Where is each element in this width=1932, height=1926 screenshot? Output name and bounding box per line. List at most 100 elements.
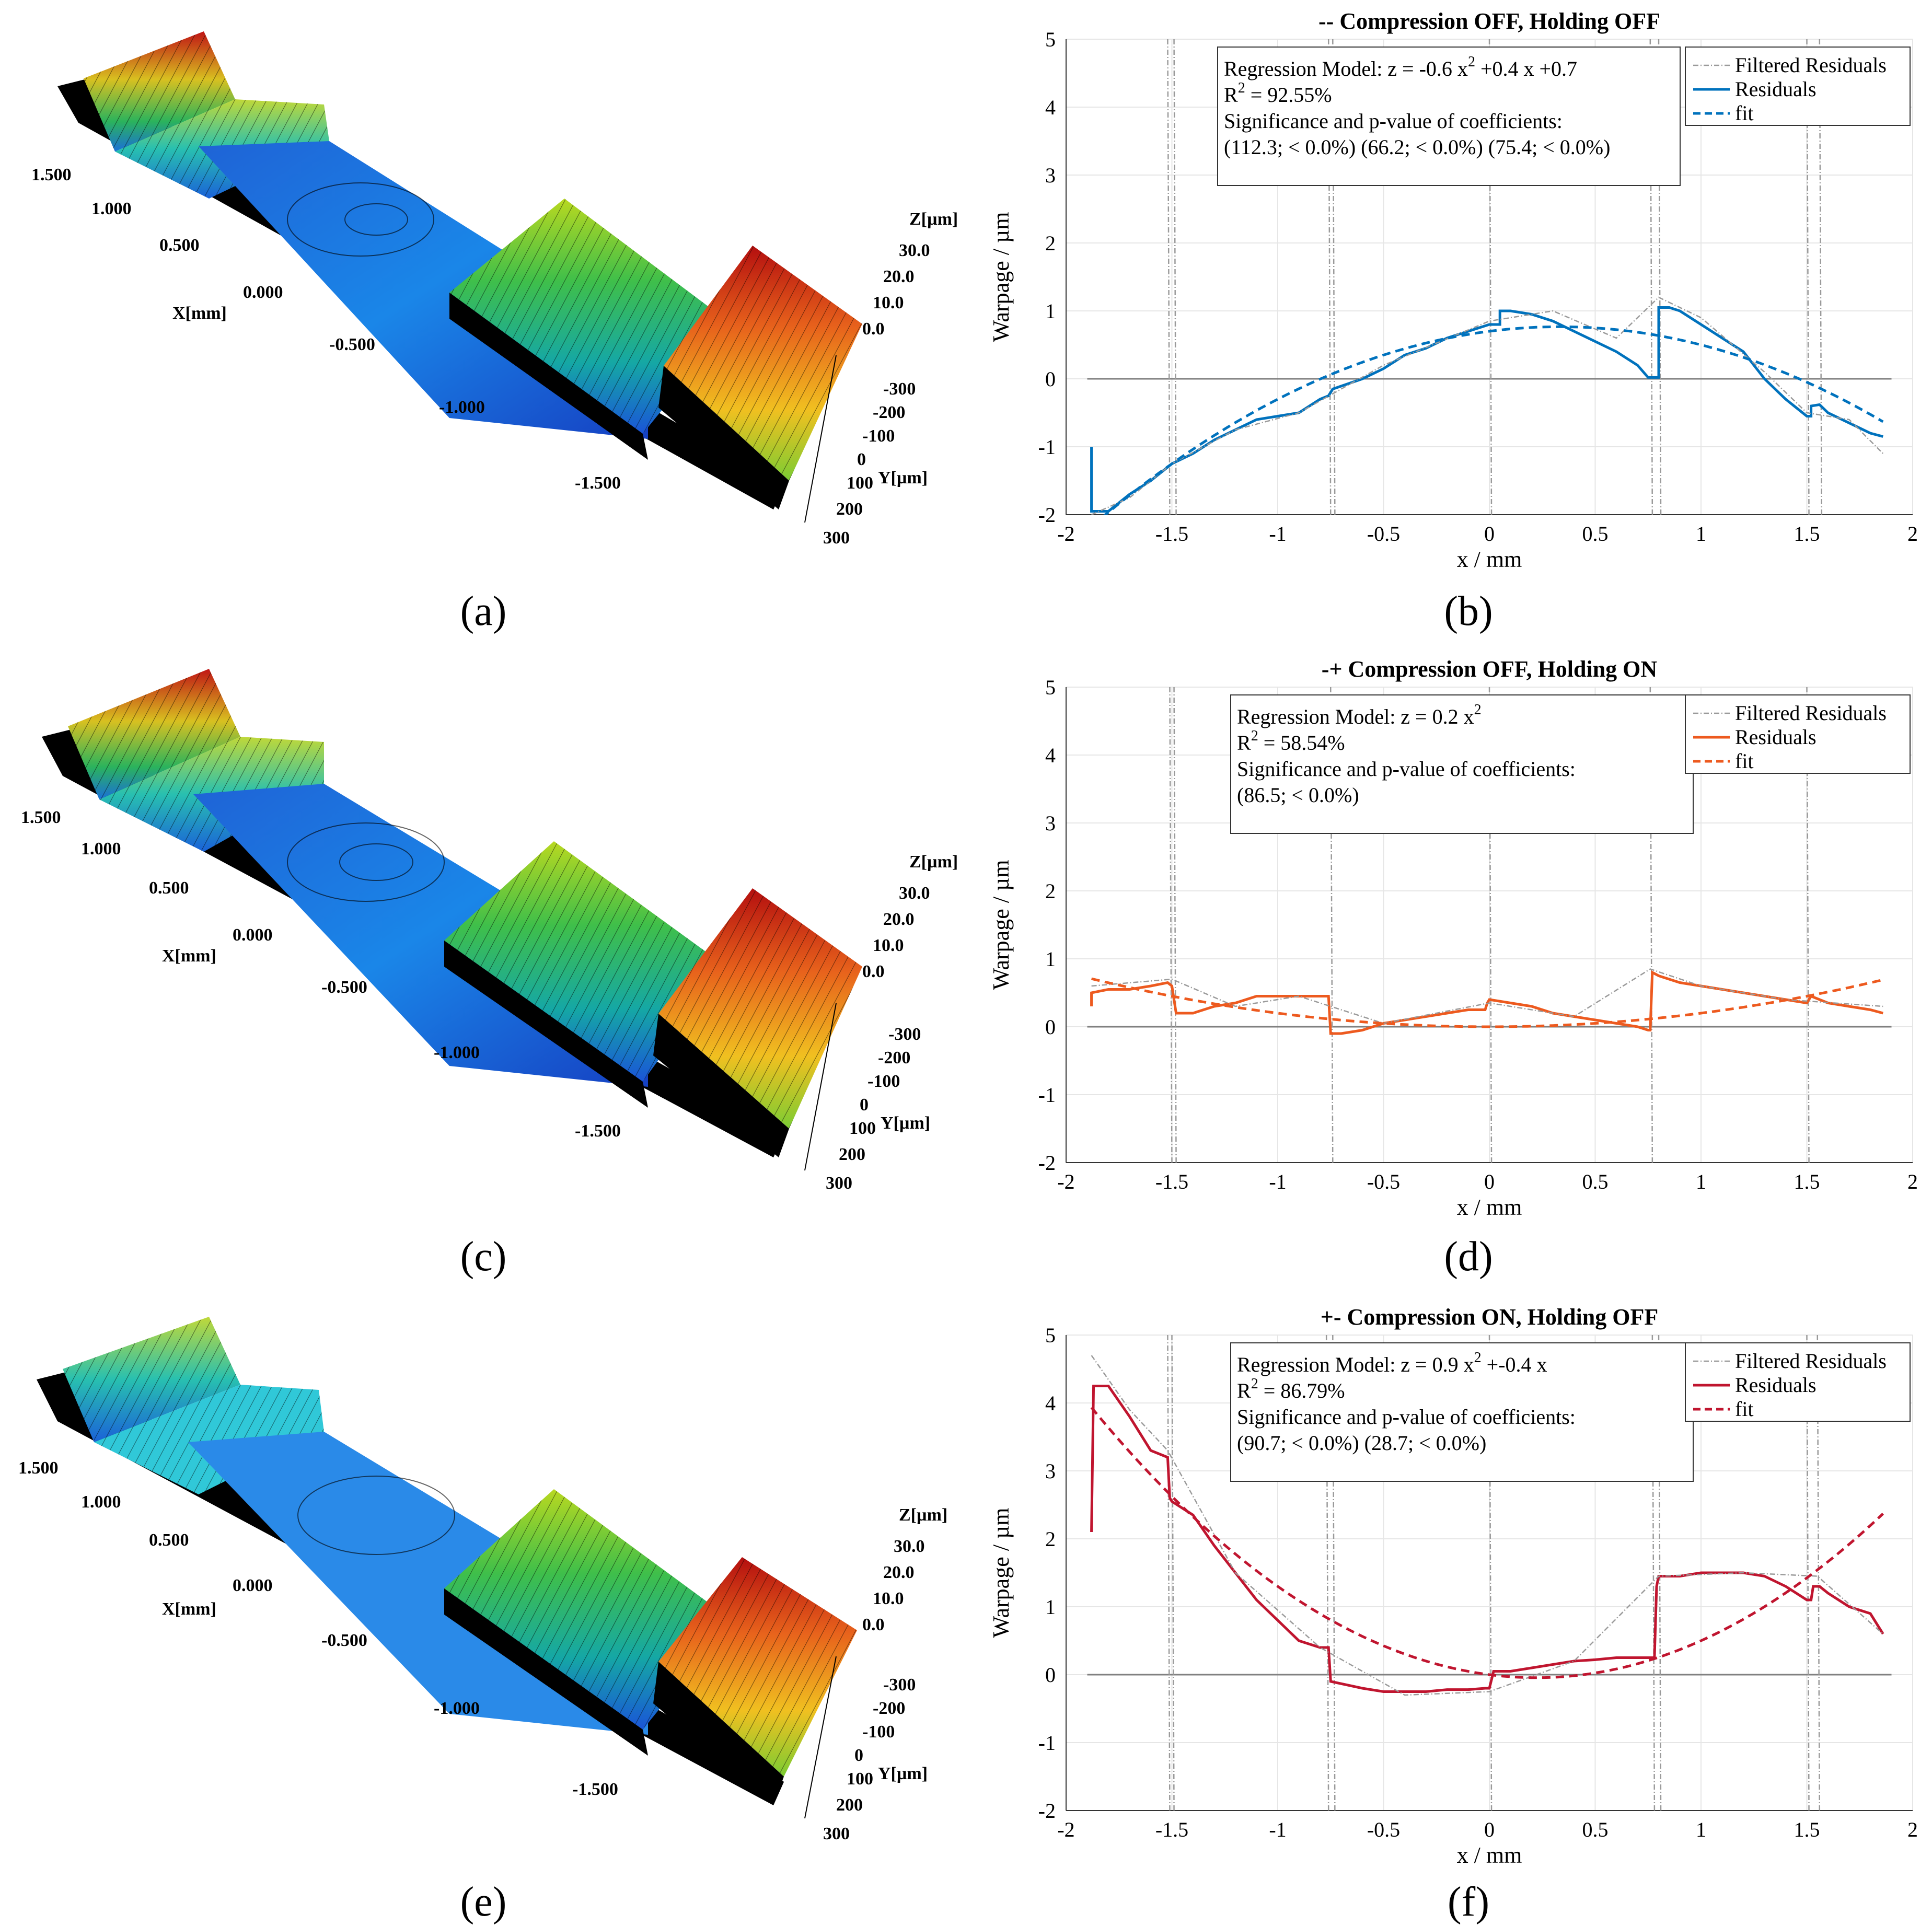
- annotation-box: [1217, 47, 1681, 186]
- regression-model-text: Regression Model: z = 0.9 x2 +-0.4 x: [1237, 1350, 1547, 1376]
- x-tick: 1.500: [18, 1458, 59, 1478]
- chart-d: -+ Compression OFF, Holding ON -2 -1.5 -1 -0…: [988, 656, 1918, 1220]
- y-tick-label: -1: [1038, 435, 1056, 459]
- x-tick: 1.000: [81, 1492, 121, 1512]
- y-tick-label: 0: [1045, 1663, 1056, 1687]
- y-tick: -100: [867, 1072, 900, 1091]
- z-axis-title: Z[µm]: [899, 1505, 947, 1525]
- x-tick-label: -2: [1057, 522, 1074, 546]
- filtered-spike: [1488, 687, 1493, 1163]
- z-axis: Z[µm] 30.0 20.0 10.0 0.0: [862, 210, 958, 339]
- x-tick-label: -2: [1057, 1818, 1074, 1841]
- x-axis-ticks: 1.500 1.000 0.500 0.000 -0.500 -1.000 -1…: [31, 165, 621, 493]
- z-axis-title: Z[µm]: [909, 852, 958, 872]
- legend-entry: fit: [1735, 101, 1754, 125]
- fit-line: [1091, 977, 1883, 1028]
- filtered-spike: [1806, 39, 1810, 515]
- filtered-spike: [1173, 39, 1177, 515]
- z-tick: 20.0: [883, 267, 915, 286]
- y-tick-label: 4: [1045, 1391, 1056, 1415]
- x-axis-ticks: 1.500 1.000 0.500 0.000 -0.500 -1.000 -1…: [18, 1458, 618, 1799]
- y-axis-title: Y[µm]: [878, 468, 928, 488]
- x-tick: -0.500: [321, 978, 367, 997]
- x-tick: 1.000: [91, 199, 132, 218]
- filtered-spike: [1649, 39, 1653, 515]
- panel-label-e: (e): [460, 1879, 507, 1925]
- y-tick-label: 0: [1045, 1015, 1056, 1039]
- y-tick-label: -2: [1038, 1151, 1056, 1175]
- panel-label-d: (d): [1444, 1234, 1493, 1280]
- chart-title: -+ Compression OFF, Holding ON: [1322, 656, 1658, 682]
- fit-line: [1090, 1407, 1884, 1679]
- legend-entry: fit: [1735, 749, 1754, 773]
- x-tick-label: 2: [1907, 522, 1918, 546]
- regression-model-text: Regression Model: z = -0.6 x2 +0.4 x +0.…: [1224, 54, 1577, 80]
- y-tick-label: 5: [1045, 28, 1056, 51]
- x-tick: -0.500: [321, 1631, 367, 1650]
- x-tick: 1.500: [21, 808, 61, 827]
- y-tick-label: 2: [1045, 231, 1056, 255]
- x-tick-label: -1.5: [1155, 1818, 1188, 1841]
- y-tick: 300: [826, 1174, 852, 1193]
- x-axis-title: X[mm]: [172, 304, 227, 323]
- surface-plot-a: 1.500 1.000 0.500 0.000 -0.500 -1.000 -1…: [31, 31, 958, 548]
- y-tick: 100: [847, 473, 873, 493]
- filtered-spike: [1651, 1335, 1656, 1811]
- x-tick: 0.000: [243, 283, 283, 302]
- y-tick-label: 4: [1045, 96, 1056, 119]
- x-tick-label: 0: [1484, 1170, 1495, 1193]
- y-tick: -200: [873, 1699, 905, 1718]
- y-tick: 300: [823, 1824, 850, 1843]
- x-tick-label: 1: [1696, 1170, 1706, 1193]
- filtered-spike: [1488, 1335, 1493, 1811]
- x-tick: 0.000: [233, 925, 273, 945]
- y-tick: 200: [836, 500, 863, 519]
- surface-geometry: [57, 31, 862, 509]
- z-tick: 10.0: [873, 936, 904, 955]
- chart-b: -- Compression OFF, Holding OFF -2 -1.5 -1 -…: [988, 8, 1918, 572]
- x-axis-ticks: 1.500 1.000 0.500 0.000 -0.500 -1.000 -1…: [21, 808, 621, 1141]
- x-tick: -1.000: [439, 398, 485, 417]
- y-tick-label: 0: [1045, 367, 1056, 391]
- z-tick: 20.0: [883, 1563, 915, 1582]
- y-axis-title: Y[µm]: [878, 1764, 928, 1783]
- chart-title: +- Compression ON, Holding OFF: [1321, 1304, 1658, 1330]
- z-axis-title: Z[µm]: [909, 210, 958, 229]
- x-tick-label: -1: [1269, 1818, 1286, 1841]
- x-tick: -1.500: [575, 1121, 621, 1141]
- filtered-spike: [1173, 687, 1177, 1163]
- x-tick-label: -1.5: [1155, 522, 1188, 546]
- significance-values: (112.3; < 0.0%) (66.2; < 0.0%) (75.4; < …: [1224, 135, 1610, 159]
- y-axis-label: Warpage / µm: [988, 1507, 1014, 1638]
- z-tick: 30.0: [894, 1537, 925, 1556]
- z-tick: 30.0: [899, 884, 930, 903]
- x-axis-title: X[mm]: [162, 946, 216, 966]
- annotation-box: [1230, 694, 1694, 834]
- z-tick: 10.0: [873, 293, 904, 312]
- chart-title: -- Compression OFF, Holding OFF: [1318, 8, 1660, 34]
- y-tick-label: -1: [1038, 1731, 1056, 1755]
- filtered-spike: [1327, 39, 1332, 515]
- y-tick-label: 1: [1045, 299, 1056, 323]
- residuals-line: [1090, 970, 1883, 1035]
- x-tick-label: 1.5: [1794, 1818, 1820, 1841]
- surface-panel-a: 1.500 1.000 0.500 0.000 -0.500 -1.000 -1…: [0, 0, 967, 634]
- y-tick: 200: [839, 1145, 865, 1164]
- legend-entry: Residuals: [1735, 725, 1817, 749]
- surface-plot-c: 1.500 1.000 0.500 0.000 -0.500 -1.000 -1…: [21, 669, 958, 1193]
- surface-geometry: [37, 1317, 857, 1805]
- filtered-spike: [1817, 1335, 1821, 1811]
- significance-values: (86.5; < 0.0%): [1237, 783, 1359, 807]
- chart-f: +- Compression ON, Holding OFF -2 -1.5 -1 -0…: [988, 1304, 1918, 1868]
- filtered-spike: [1658, 1335, 1662, 1811]
- z-axis: Z[µm] 30.0 20.0 10.0 0.0: [862, 1505, 947, 1634]
- filtered-spike: [1658, 39, 1662, 515]
- x-tick-label: 0.5: [1582, 1818, 1609, 1841]
- y-tick: 0: [854, 1746, 863, 1765]
- filtered-spike: [1819, 39, 1823, 515]
- z-tick: 30.0: [899, 241, 930, 260]
- x-tick-label: 0: [1484, 522, 1495, 546]
- y-tick: -300: [883, 379, 916, 399]
